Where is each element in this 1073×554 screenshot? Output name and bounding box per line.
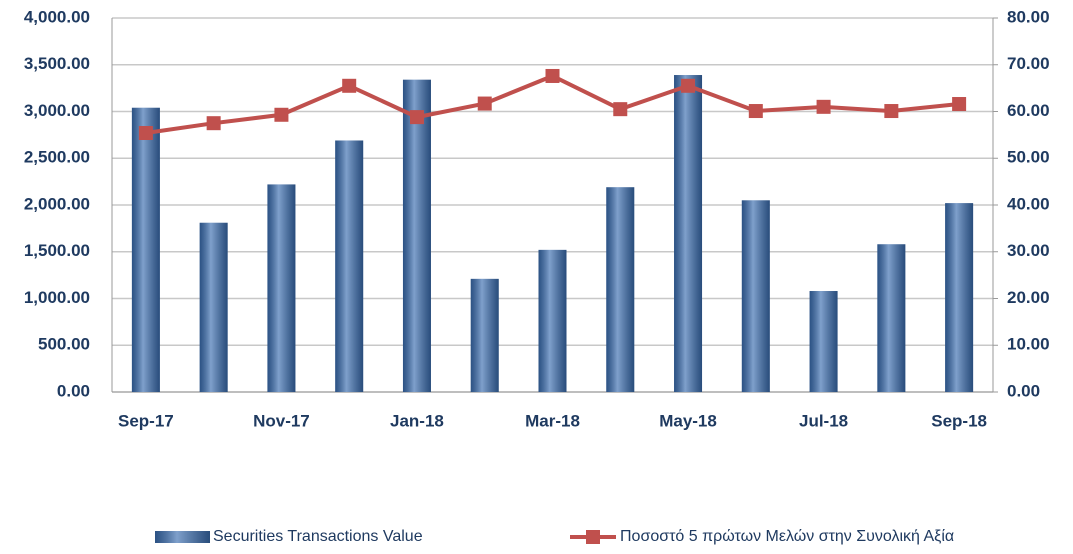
x-tick-label: Sep-18 xyxy=(931,411,987,430)
x-tick-label: Jan-18 xyxy=(390,411,444,430)
y-tick-label: 500.00 xyxy=(38,335,90,354)
y-tick-label: 3,500.00 xyxy=(24,54,90,73)
line-marker xyxy=(342,78,357,93)
y2-tick-label: 30.00 xyxy=(1007,241,1050,260)
y2-tick-label: 70.00 xyxy=(1007,54,1050,73)
bar-shine xyxy=(199,222,228,392)
bar-shine xyxy=(674,75,703,392)
legend-label: Securities Transactions Value xyxy=(213,528,423,545)
y-tick-label: 3,000.00 xyxy=(24,101,90,120)
y-tick-label: 0.00 xyxy=(57,381,90,400)
y-tick-label: 1,000.00 xyxy=(24,288,90,307)
y2-tick-label: 80.00 xyxy=(1007,7,1050,26)
line-marker xyxy=(884,104,899,119)
bar-shine xyxy=(809,291,838,392)
line-marker xyxy=(952,97,967,112)
x-tick-label: Jul-18 xyxy=(799,411,848,430)
line-marker xyxy=(274,107,289,122)
bar-shine xyxy=(945,203,974,392)
y2-tick-label: 50.00 xyxy=(1007,148,1050,167)
line-marker xyxy=(681,78,696,93)
line-marker xyxy=(816,99,831,114)
x-tick-label: May-18 xyxy=(659,411,717,430)
line-marker xyxy=(748,104,763,119)
bar-shine xyxy=(606,187,635,392)
line-marker xyxy=(138,126,153,141)
line-marker xyxy=(409,110,424,125)
y-tick-label: 4,000.00 xyxy=(24,7,90,26)
bar-shine xyxy=(402,79,431,393)
y2-tick-label: 40.00 xyxy=(1007,194,1050,213)
bar-shine xyxy=(470,278,499,392)
bar-shine xyxy=(335,140,364,392)
x-tick-label: Nov-17 xyxy=(253,411,310,430)
line-marker xyxy=(477,96,492,111)
y-tick-label: 2,000.00 xyxy=(24,194,90,213)
bar-shine xyxy=(538,249,567,392)
y2-tick-label: 20.00 xyxy=(1007,288,1050,307)
y2-tick-label: 10.00 xyxy=(1007,335,1050,354)
y2-tick-label: 60.00 xyxy=(1007,101,1050,120)
line xyxy=(145,73,960,135)
y2-tick-label: 0.00 xyxy=(1007,381,1040,400)
legend-marker xyxy=(586,530,600,544)
y-tick-label: 1,500.00 xyxy=(24,241,90,260)
line-marker xyxy=(545,68,560,83)
x-tick-label: Mar-18 xyxy=(525,411,580,430)
line-marker xyxy=(613,102,628,117)
bar-shine xyxy=(267,184,296,392)
y-tick-label: 2,500.00 xyxy=(24,148,90,167)
bar-shine xyxy=(131,107,160,392)
bar-shine xyxy=(741,200,770,392)
line-marker xyxy=(206,116,221,131)
x-tick-label: Sep-17 xyxy=(118,411,174,430)
legend-label: Ποσοστό 5 πρώτων Μελών στην Συνολική Αξί… xyxy=(620,528,954,545)
bar-shine xyxy=(877,244,906,392)
legend-swatch-shine xyxy=(155,531,210,543)
